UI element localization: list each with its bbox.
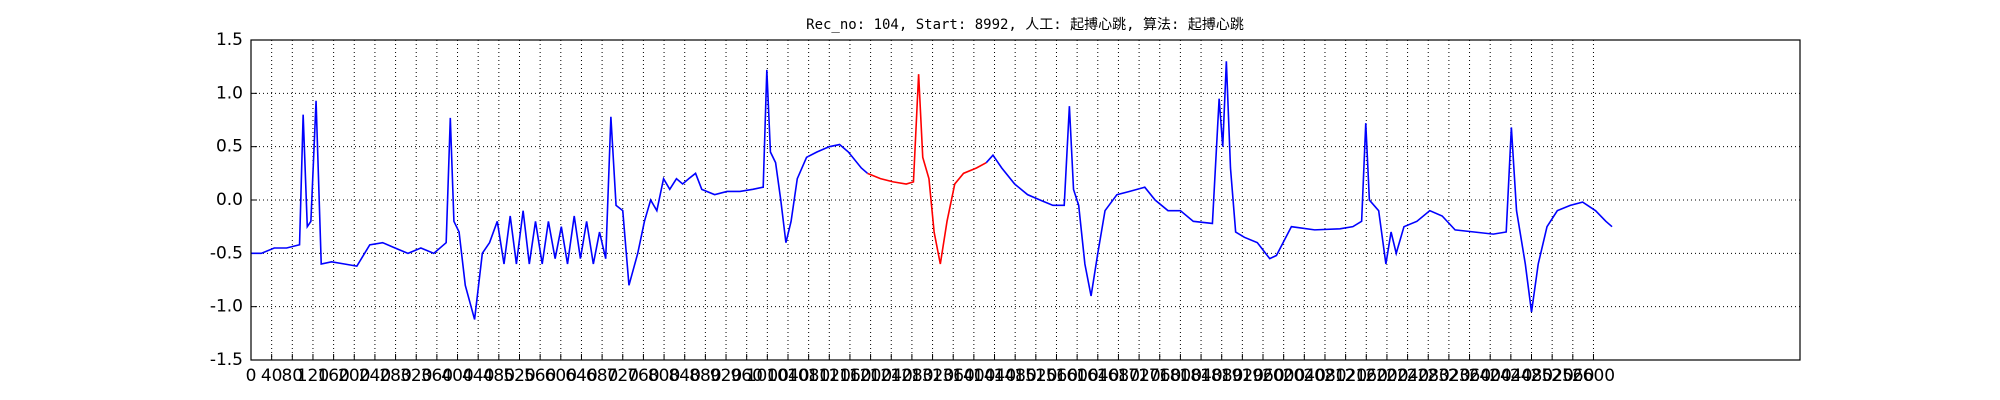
x-tick-label: 880 <box>689 366 721 386</box>
x-tick-label: 40 <box>261 366 283 386</box>
x-tick-label: 2360 <box>1448 366 1491 386</box>
x-tick-label: 1600 <box>1056 366 1099 386</box>
x-tick-label: 520 <box>503 366 535 386</box>
x-tick-label: 1280 <box>890 366 933 386</box>
x-tick-label: 2520 <box>1531 366 1574 386</box>
x-tick-label: 1440 <box>973 366 1016 386</box>
x-tick-label: 2400 <box>1469 366 1512 386</box>
x-tick-label: 1400 <box>952 366 995 386</box>
x-tick-label: 960 <box>730 366 762 386</box>
x-tick-label: 1680 <box>1097 366 1140 386</box>
x-tick-label: 1840 <box>1179 366 1222 386</box>
x-tick-label: 680 <box>586 366 618 386</box>
y-tick-label: -1.5 <box>210 350 243 370</box>
y-tick-label: -1.0 <box>210 297 243 317</box>
y-tick-label: 1.5 <box>216 30 243 50</box>
x-tick-label: 2040 <box>1283 366 1326 386</box>
x-tick-label: 440 <box>462 366 494 386</box>
y-tick-label: 1.0 <box>216 83 243 103</box>
x-tick-label: 2240 <box>1386 366 1429 386</box>
x-tick-label: 1880 <box>1200 366 1243 386</box>
x-tick-label: 1920 <box>1221 366 1264 386</box>
x-tick-label: 1080 <box>787 366 830 386</box>
x-tick-label: 480 <box>483 366 515 386</box>
x-tick-label: 1040 <box>766 366 809 386</box>
x-tick-label: 1560 <box>1035 366 1078 386</box>
x-tick-label: 1240 <box>870 366 913 386</box>
x-tick-label: 840 <box>668 366 700 386</box>
x-tick-label: 1960 <box>1241 366 1284 386</box>
x-tick-label: 600 <box>545 366 577 386</box>
x-tick-label: 160 <box>317 366 349 386</box>
x-tick-label: 920 <box>710 366 742 386</box>
x-tick-label: 1160 <box>828 366 871 386</box>
x-tick-label: 1720 <box>1117 366 1160 386</box>
x-tick-label: 640 <box>565 366 597 386</box>
x-tick-label: 1360 <box>932 366 975 386</box>
y-tick-label: 0.0 <box>216 190 243 210</box>
x-tick-label: 1800 <box>1159 366 1202 386</box>
x-tick-label: 1480 <box>994 366 1037 386</box>
x-tick-label: 560 <box>524 366 556 386</box>
x-tick-label: 80 <box>281 366 303 386</box>
x-tick-label: 2320 <box>1427 366 1470 386</box>
signal-line <box>251 69 869 320</box>
x-tick-label: 1640 <box>1076 366 1119 386</box>
x-tick-label: 1200 <box>849 366 892 386</box>
x-tick-label: 2160 <box>1345 366 1388 386</box>
x-tick-label: 360 <box>421 366 453 386</box>
x-tick-label: 120 <box>297 366 329 386</box>
x-tick-label: 2120 <box>1324 366 1367 386</box>
x-tick-label: 2600 <box>1572 366 1615 386</box>
x-tick-label: 2280 <box>1407 366 1450 386</box>
x-tick-label: 400 <box>441 366 473 386</box>
x-tick-label: 280 <box>379 366 411 386</box>
plot-frame <box>250 39 1801 361</box>
x-tick-label: 1520 <box>1014 366 1057 386</box>
y-tick-label: -0.5 <box>210 243 243 263</box>
x-tick-label: 760 <box>627 366 659 386</box>
x-tick-label: 2440 <box>1489 366 1532 386</box>
x-tick-label: 800 <box>648 366 680 386</box>
x-tick-label: 1000 <box>746 366 789 386</box>
y-tick-label: 0.5 <box>216 137 243 157</box>
x-tick-label: 2480 <box>1510 366 1553 386</box>
x-tick-label: 1320 <box>911 366 954 386</box>
x-tick-label: 200 <box>338 366 370 386</box>
signal-line <box>867 74 987 265</box>
x-tick-label: 1120 <box>808 366 851 386</box>
x-tick-label: 720 <box>607 366 639 386</box>
x-tick-label: 0 <box>246 366 257 386</box>
chart-title: Rec_no: 104, Start: 8992, 人工: 起搏心跳, 算法: … <box>806 16 1244 33</box>
x-tick-label: 2200 <box>1365 366 1408 386</box>
x-tick-label: 1760 <box>1138 366 1181 386</box>
x-tick-label: 2000 <box>1262 366 1305 386</box>
signal-line <box>985 61 1613 313</box>
x-tick-label: 320 <box>400 366 432 386</box>
x-tick-label: 2080 <box>1303 366 1346 386</box>
x-tick-label: 240 <box>359 366 391 386</box>
x-tick-label: 2560 <box>1551 366 1594 386</box>
